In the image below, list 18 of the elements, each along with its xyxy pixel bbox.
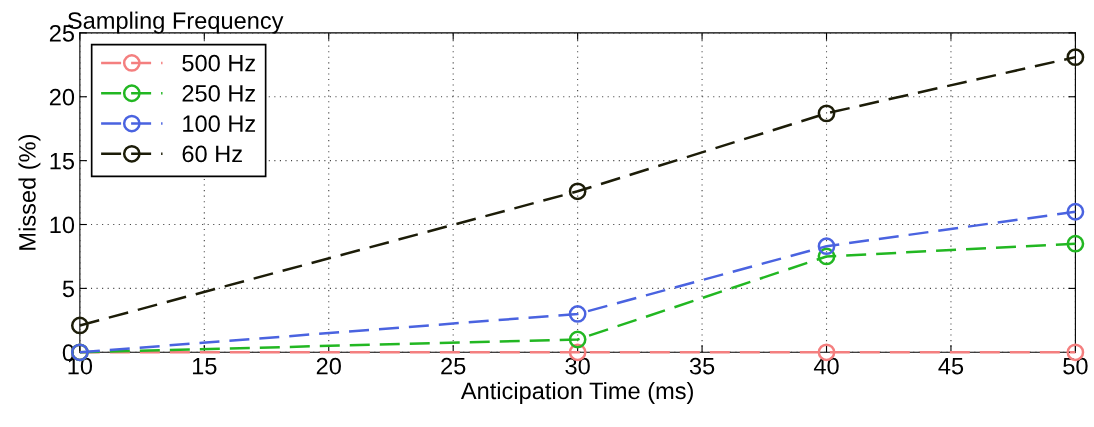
x-tick-label: 15 xyxy=(192,358,217,375)
x-tick-label: 30 xyxy=(565,357,590,375)
x-tick-label: 45 xyxy=(938,358,964,375)
y-tick-label: 15 xyxy=(50,152,75,170)
y-tick-label: 5 xyxy=(62,280,75,298)
y-tick-label: 20 xyxy=(49,88,75,106)
x-tick-label: 50 xyxy=(1063,357,1088,375)
x-tick-label: 25 xyxy=(441,357,466,375)
y-axis-title: Missed (%) xyxy=(18,135,41,250)
legend-label: 250 Hz xyxy=(182,85,256,102)
legend-label: 60 Hz xyxy=(182,145,242,163)
legend-label: 100 Hz xyxy=(183,115,256,133)
legend-label: 500 Hz xyxy=(182,54,256,72)
x-axis-title: Anticipation Time (ms) xyxy=(460,381,693,404)
x-tick-label: 20 xyxy=(316,357,341,375)
y-tick-label: 10 xyxy=(50,216,75,234)
x-tick-label: 40 xyxy=(813,357,839,375)
x-tick-label: 35 xyxy=(689,357,715,375)
